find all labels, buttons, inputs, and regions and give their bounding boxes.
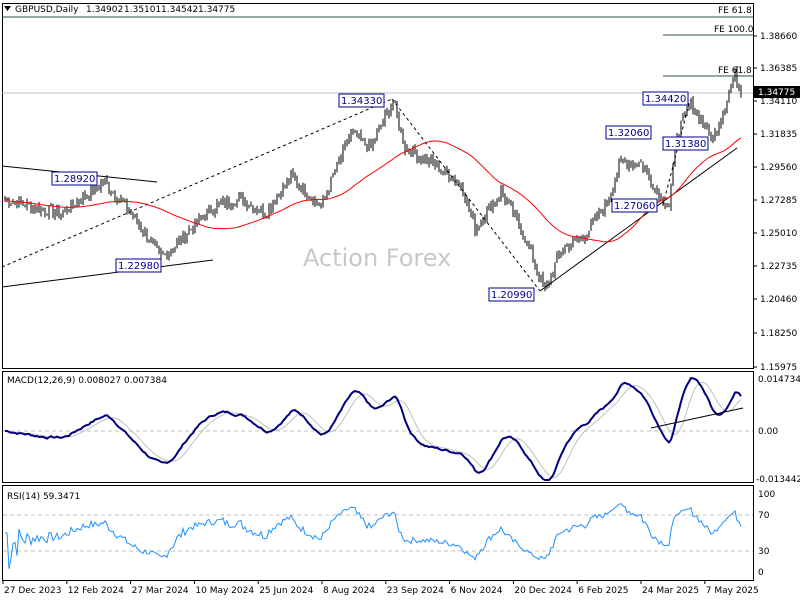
annotation-label: 1.22980 xyxy=(118,261,159,272)
rsi-tick: 100 xyxy=(758,490,775,500)
macd-line xyxy=(4,376,742,481)
price-tick: 1.29560 xyxy=(760,163,797,173)
price-tick: 1.15975 xyxy=(760,363,797,373)
annotation-label: 1.20990 xyxy=(491,290,532,301)
current-price-value: 1.34775 xyxy=(758,88,795,98)
rsi-label: RSI(14) 59.3471 xyxy=(7,492,80,502)
rsi-line xyxy=(5,503,742,569)
dropdown-triangle-icon[interactable] xyxy=(4,6,11,11)
macd-signal-line xyxy=(5,381,742,479)
macd-tick: -0.013442 xyxy=(756,475,800,485)
date-tick: 27 Dec 2023 xyxy=(4,586,62,596)
low-value: 1.34542 xyxy=(161,5,198,15)
price-tick: 1.31835 xyxy=(760,130,797,140)
annotation-label: 1.34330 xyxy=(341,96,382,107)
fib-dashed-line[interactable] xyxy=(1,98,393,268)
trendline[interactable] xyxy=(1,259,214,288)
watermark: Action Forex xyxy=(303,244,451,272)
close-value: 1.34775 xyxy=(198,5,235,15)
date-tick: 7 May 2025 xyxy=(706,586,759,596)
current-price-tag xyxy=(754,86,800,98)
price-tick: 1.18250 xyxy=(760,329,797,339)
fib-label: FE 100.0 xyxy=(714,25,754,35)
annotation-label: 1.34420 xyxy=(645,94,686,105)
date-tick: 27 Mar 2024 xyxy=(132,586,189,596)
macd-panel xyxy=(2,371,754,483)
fib-dashed-line[interactable] xyxy=(391,98,541,292)
rsi-tick: 70 xyxy=(758,511,770,521)
price-axis: 1.38660 1.36385 1.34110 1.31835 1.29560 1.272… xyxy=(753,32,797,373)
macd-trendline[interactable] xyxy=(650,407,744,429)
moving-average-line xyxy=(4,137,742,243)
date-tick: 8 Aug 2024 xyxy=(323,586,375,596)
price-tick: 1.25010 xyxy=(760,229,797,239)
price-tick: 1.36385 xyxy=(760,64,797,74)
annotation-label: 1.27060 xyxy=(614,201,655,212)
rsi-panel xyxy=(2,485,754,581)
fib-label: FE 61.8 xyxy=(718,6,752,16)
high-value: 1.35101 xyxy=(124,5,161,15)
annotation-label: 1.31380 xyxy=(665,139,706,150)
price-tick: 1.22735 xyxy=(760,262,797,272)
annotation-label: 1.32060 xyxy=(608,128,649,139)
price-tick: 1.34110 xyxy=(760,97,797,107)
date-axis: 27 Dec 2023 12 Feb 2024 27 Mar 2024 10 May … xyxy=(2,580,759,596)
macd-tick: 0.00 xyxy=(758,427,778,437)
price-panel xyxy=(2,3,754,369)
macd-label: MACD(12,26,9) 0.008027 0.007384 xyxy=(7,376,167,386)
date-tick: 20 Dec 2024 xyxy=(514,586,572,596)
rsi-tick: 0 xyxy=(758,568,764,578)
open-value: 1.34902 xyxy=(86,5,123,15)
fib-dashed-line[interactable] xyxy=(662,99,691,206)
price-tick: 1.27285 xyxy=(760,196,797,206)
date-tick: 6 Nov 2024 xyxy=(451,586,503,596)
rsi-tick: 30 xyxy=(758,547,770,557)
date-tick: 10 May 2024 xyxy=(195,586,254,596)
annotation-label: 1.28920 xyxy=(54,174,95,185)
date-tick: 12 Feb 2024 xyxy=(68,586,124,596)
date-tick: 25 Jun 2024 xyxy=(259,586,313,596)
price-annotations: 1.28920 1.22980 1.34330 1.20990 1.27060 … xyxy=(51,91,709,302)
trendline[interactable] xyxy=(539,147,738,292)
symbol-label: GBPUSD,Daily xyxy=(15,5,79,15)
date-tick: 24 Mar 2025 xyxy=(642,586,699,596)
price-tick: 1.20460 xyxy=(760,295,797,305)
macd-tick: 0.014734 xyxy=(758,375,800,385)
date-tick: 23 Sep 2024 xyxy=(387,586,444,596)
price-bars xyxy=(4,66,742,292)
price-tick: 1.38660 xyxy=(760,32,797,42)
date-tick: 6 Feb 2025 xyxy=(578,586,628,596)
